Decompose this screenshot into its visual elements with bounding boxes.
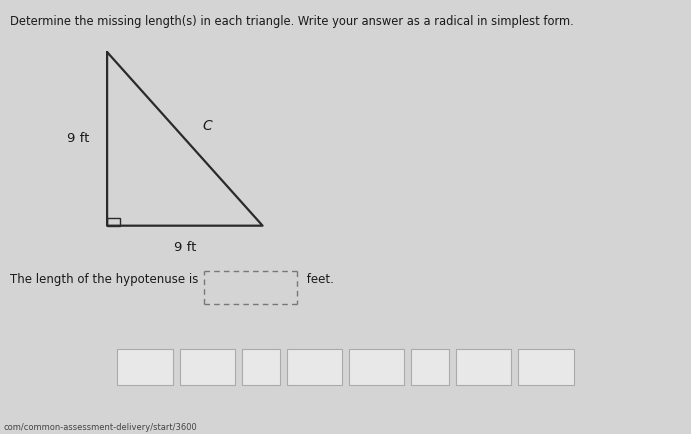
- FancyBboxPatch shape: [117, 349, 173, 385]
- FancyBboxPatch shape: [287, 349, 342, 385]
- FancyBboxPatch shape: [180, 349, 235, 385]
- FancyBboxPatch shape: [518, 349, 574, 385]
- FancyBboxPatch shape: [411, 349, 449, 385]
- Text: Determine the missing length(s) in each triangle. Write your answer as a radical: Determine the missing length(s) in each …: [10, 15, 574, 28]
- Text: ∷ 2√2: ∷ 2√2: [129, 360, 162, 373]
- Text: C: C: [202, 119, 212, 133]
- Text: feet.: feet.: [303, 273, 334, 286]
- Text: ∷ 9√2: ∷ 9√2: [529, 360, 562, 373]
- Text: com/common-assessment-delivery/start/3600: com/common-assessment-delivery/start/360…: [3, 423, 197, 432]
- FancyBboxPatch shape: [242, 349, 280, 385]
- Text: ∷ 8√2: ∷ 8√2: [467, 360, 500, 373]
- Text: The length of the hypotenuse is: The length of the hypotenuse is: [10, 273, 199, 286]
- Text: 9 ft: 9 ft: [68, 132, 90, 145]
- Text: ∷ 7√2: ∷ 7√2: [360, 360, 393, 373]
- Text: ∷ 8: ∷ 8: [421, 360, 439, 373]
- Text: 9 ft: 9 ft: [173, 241, 196, 254]
- Text: ∷ 5√2: ∷ 5√2: [191, 360, 224, 373]
- Bar: [107, 218, 120, 226]
- FancyBboxPatch shape: [456, 349, 511, 385]
- FancyBboxPatch shape: [349, 349, 404, 385]
- Text: ∷ 6: ∷ 6: [252, 360, 270, 373]
- Text: ∷ 6√2: ∷ 6√2: [298, 360, 331, 373]
